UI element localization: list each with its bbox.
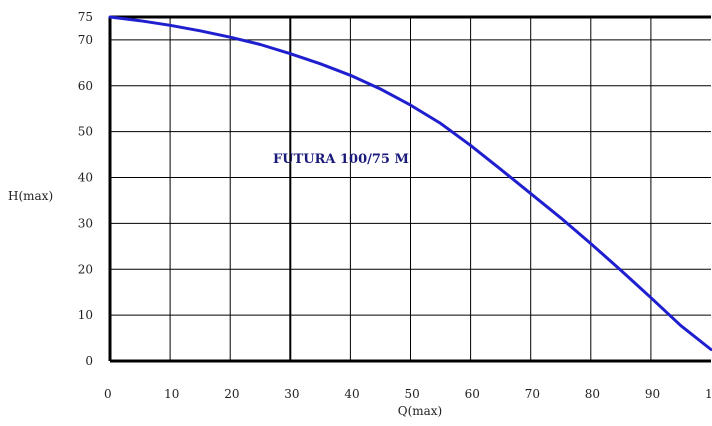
x-tick-label-80: 80 [585,387,600,401]
series-layer [108,15,712,351]
y-tick-label-0: 0 [85,354,93,368]
x-tick-label-70: 70 [525,387,540,401]
x-tick-label-30: 30 [284,387,299,401]
x-tick-label-0: 0 [104,387,112,401]
x-tick-label-50: 50 [405,387,420,401]
x-tick-label-90: 90 [645,387,660,401]
series-line-0 [108,15,712,351]
x-tick-label-10: 10 [164,387,179,401]
chart-annotation: FUTURA 100/75 M [273,152,409,167]
y-tick-label-20: 20 [78,262,93,276]
x-tick-label-40: 40 [344,387,359,401]
y-tick-label-30: 30 [78,216,93,230]
y-tick-label-75: 75 [78,10,93,24]
plot-frame [108,15,711,363]
x-tick-labels: 0 10 20 30 40 50 60 70 80 90 100 [104,387,712,401]
x-tick-label-20: 20 [224,387,239,401]
y-tick-label-60: 60 [78,79,93,93]
y-tick-label-70: 70 [78,33,93,47]
y-axis-label: H(max) [8,189,53,203]
y-tick-label-10: 10 [78,308,93,322]
grid-layer [110,17,711,361]
y-tick-labels: 0 10 20 30 40 50 60 70 75 [78,10,93,368]
y-tick-label-50: 50 [78,125,93,139]
x-tick-label-100: 100 [705,387,712,401]
x-tick-label-60: 60 [465,387,480,401]
y-tick-label-40: 40 [78,171,93,185]
x-axis-label: Q(max) [398,404,443,418]
